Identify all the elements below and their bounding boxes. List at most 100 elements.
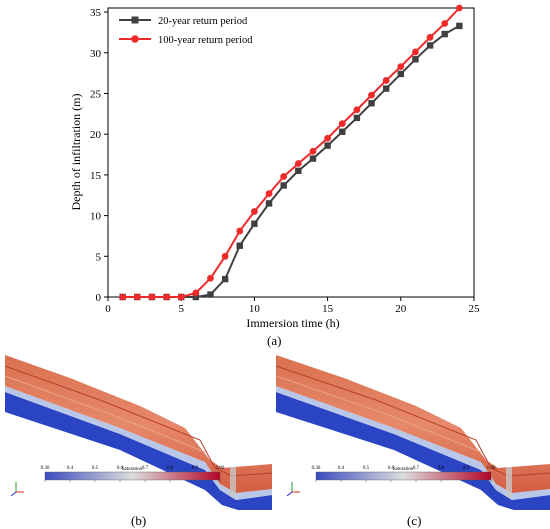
colorbar-tick-label: 0.6 — [388, 466, 395, 471]
data-point — [426, 42, 434, 49]
colorbar-ticks-c: 0.30 0.4 0.5 0.6 0.7 0.8 0.9 1.00 — [312, 466, 496, 482]
y-tick-label: 20 — [90, 129, 102, 141]
data-point — [441, 20, 449, 27]
colorbar-tick-label: 0.7 — [142, 466, 149, 471]
data-point — [324, 142, 331, 149]
data-point — [207, 274, 214, 282]
panel-label-a: (a) — [267, 333, 282, 348]
plot-frame — [107, 7, 475, 298]
colorbar-tick-label: 0.30 — [41, 466, 50, 471]
data-point — [456, 22, 463, 30]
transition-layer — [5, 386, 272, 500]
data-point — [309, 147, 317, 155]
y-axis-label: Depth of infiltration (m) — [69, 94, 83, 211]
colorbar-tick-label: 0.7 — [413, 466, 420, 471]
data-point — [412, 48, 419, 56]
simulation-panel-c: Saturation 0.30 0.4 0.5 0.6 0.7 0.8 0.9 1.00 — [275, 350, 550, 510]
y-tick-label: 15 — [90, 170, 102, 182]
data-point — [397, 70, 404, 78]
data-point — [251, 220, 258, 227]
data-point — [309, 155, 317, 162]
colorbar-tick-label: 0.4 — [338, 466, 345, 471]
colorbar-tick-label: 0.5 — [92, 466, 99, 471]
data-point — [324, 134, 331, 142]
data-point — [426, 33, 434, 41]
y-tick-label: 10 — [90, 211, 102, 223]
axes-triad-icon — [286, 482, 300, 497]
data-point — [133, 293, 141, 301]
plot-border — [107, 7, 475, 298]
legend-item-1: 20-year return period — [119, 16, 248, 27]
x-tick-label: 0 — [105, 303, 111, 315]
legend-label: 20-year return period — [158, 16, 248, 27]
data-point — [207, 291, 214, 298]
data-point — [338, 120, 346, 127]
internal-boundary-2 — [4, 375, 206, 453]
bedrock-layer — [276, 392, 550, 510]
x-axis-label: Immersion time (h) — [246, 316, 339, 330]
data-point — [192, 289, 200, 297]
x-tick-label: 20 — [395, 303, 407, 315]
series-line — [122, 7, 461, 298]
data-point — [294, 160, 302, 167]
data-point — [265, 200, 273, 207]
colorbar-tick-label: 0.9 — [463, 466, 470, 471]
data-point — [368, 100, 375, 107]
y-tick-label: 25 — [90, 88, 102, 100]
data-point — [382, 77, 390, 84]
colorbar-tick-label: 0.8 — [438, 466, 445, 471]
x-tick-label: 10 — [249, 303, 261, 315]
series-layer — [119, 4, 463, 301]
colorbar-tick-label: 0.5 — [363, 466, 370, 471]
internal-boundary-2 — [275, 375, 482, 453]
data-point — [280, 173, 288, 180]
axis-ticks: 0 5 10 15 20 25 0 5 10 15 20 25 30 35 — [90, 7, 480, 315]
legend-marker — [131, 35, 139, 43]
simulation-panel-b: Saturation 0.30 0.4 0.5 0.6 0.7 0.8 0.9 1.00 — [0, 350, 273, 510]
data-point — [119, 293, 127, 301]
data-point — [148, 293, 156, 301]
x-tick-label: 25 — [469, 303, 481, 315]
data-point — [295, 167, 302, 175]
legend-label: 100-year return period — [158, 35, 253, 46]
y-tick-label: 5 — [96, 251, 102, 263]
data-point — [353, 114, 361, 122]
data-point — [382, 85, 390, 92]
data-point — [236, 227, 244, 235]
data-point — [251, 208, 258, 215]
saturation-contour-b: Saturation 0.30 0.4 0.5 0.6 0.7 0.8 0.9 1.00 — [4, 355, 273, 510]
bedrock-layer — [5, 392, 272, 510]
axes-triad-icon — [10, 482, 24, 497]
panel-label-c: (c) — [407, 513, 422, 528]
data-point — [280, 182, 287, 189]
internal-boundary — [4, 365, 273, 477]
data-point — [236, 242, 243, 249]
infiltration-depth-chart: 0 5 10 15 20 25 0 5 10 15 20 25 30 35 Depth of infilt… — [69, 4, 480, 330]
data-point — [412, 56, 419, 63]
y-tick-label: 0 — [96, 292, 102, 304]
colorbar-ticks-b: 0.30 0.4 0.5 0.6 0.7 0.8 0.9 1.00 — [41, 466, 225, 482]
saturation-contour-c: Saturation 0.30 0.4 0.5 0.6 0.7 0.8 0.9 1.00 — [275, 355, 550, 510]
data-point — [368, 91, 375, 99]
data-point — [353, 106, 361, 114]
legend: 20-year return period 100-year return per… — [119, 16, 253, 46]
x-tick-label: 5 — [178, 303, 184, 315]
data-point — [339, 128, 346, 135]
colorbar-c — [315, 471, 492, 481]
data-point — [397, 63, 405, 71]
series-line — [122, 25, 460, 298]
x-tick-label: 15 — [322, 303, 334, 315]
colorbar-tick-label: 0.6 — [117, 466, 124, 471]
internal-boundary — [275, 365, 550, 477]
y-tick-label: 30 — [90, 48, 102, 60]
data-point — [265, 190, 273, 198]
series-1 — [119, 22, 463, 301]
legend-item-2: 100-year return period — [119, 35, 253, 46]
colorbar-tick-label: 1.00 — [487, 466, 496, 471]
colorbar-tick-label: 0.9 — [192, 466, 199, 471]
series-2 — [119, 4, 463, 301]
data-point — [221, 252, 229, 260]
drainage-column — [230, 467, 236, 497]
data-point — [221, 275, 229, 283]
colorbar-tick-label: 0.4 — [67, 466, 74, 471]
